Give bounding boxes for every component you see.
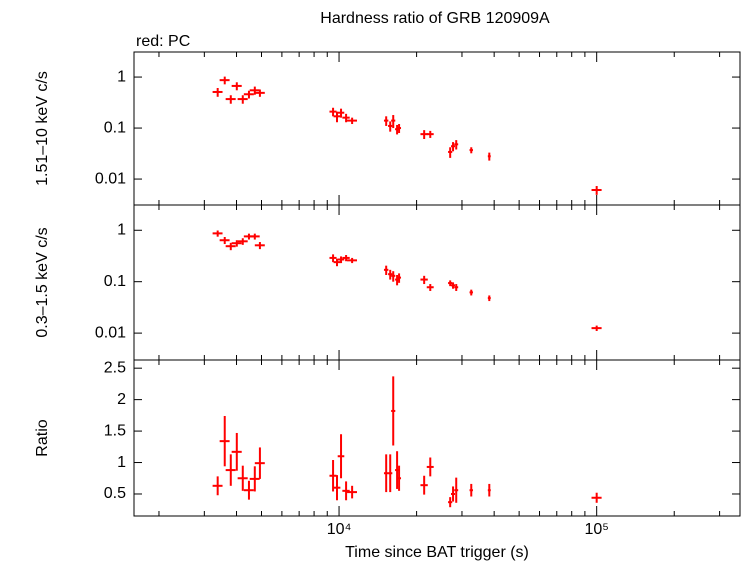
y-tick-label: 2 (117, 391, 126, 408)
y-tick-label: 0.01 (95, 324, 126, 341)
y-tick-label: 0.01 (95, 170, 126, 187)
y-axis-label: 1.51–10 keV c/s (34, 71, 51, 186)
chart-title: Hardness ratio of GRB 120909A (320, 10, 550, 27)
y-axis-label: Ratio (34, 419, 51, 456)
x-tick-label: 10⁴ (327, 521, 352, 538)
y-tick-label: 1 (117, 454, 126, 471)
y-tick-label: 0.1 (104, 119, 126, 136)
y-tick-label: 2.5 (104, 359, 126, 376)
y-tick-label: 1 (117, 68, 126, 85)
y-tick-label: 0.5 (104, 485, 126, 502)
y-tick-label: 0.1 (104, 273, 126, 290)
y-tick-label: 1 (117, 221, 126, 238)
plot-frame (133, 51, 741, 206)
plot-frame (133, 204, 741, 361)
annotation: red: PC (136, 33, 190, 50)
x-tick-label: 10⁵ (584, 521, 608, 538)
y-axis-label: 0.3–1.5 keV c/s (34, 227, 51, 337)
y-tick-label: 1.5 (104, 422, 126, 439)
x-axis-label: Time since BAT trigger (s) (345, 544, 529, 561)
plot-frame (133, 359, 741, 517)
